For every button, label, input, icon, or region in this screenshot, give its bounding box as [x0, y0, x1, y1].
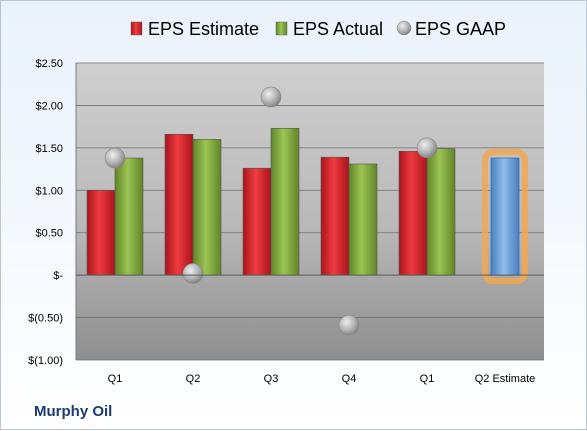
legend-swatch	[130, 21, 143, 36]
plot-background	[76, 63, 544, 360]
eps-estimate-bar	[242, 167, 272, 276]
eps-estimate-bar	[320, 156, 350, 276]
y-tick-label: $(0.50)	[28, 313, 63, 325]
estimate-highlight-glow	[482, 149, 528, 285]
eps-actual-bar	[270, 128, 300, 276]
eps-estimate-bar	[86, 189, 116, 276]
next-quarter-estimate-bar	[490, 157, 520, 276]
eps-gaap-point	[104, 147, 126, 169]
eps-actual-bar	[348, 163, 378, 276]
y-tick-label: $1.50	[35, 143, 63, 155]
plot-area: $2.50 $2.00 $1.50 $1.00 $0.50 $- $(0.50) $(1.00…	[28, 58, 544, 385]
eps-estimate-bar	[164, 133, 194, 276]
y-tick-label: $-	[53, 270, 63, 282]
legend-label: EPS Actual	[293, 19, 383, 39]
eps-actual-bar	[114, 157, 144, 276]
x-tick-label: Q1	[420, 373, 435, 385]
y-tick-label: $(1.00)	[28, 355, 63, 367]
y-tick-label: $0.50	[35, 228, 63, 240]
legend-swatch	[275, 21, 288, 36]
eps-estimate-bar	[398, 150, 428, 276]
y-tick-label: $2.50	[35, 58, 63, 70]
legend-label: EPS GAAP	[415, 19, 506, 39]
x-tick-label: Q4	[342, 373, 357, 385]
x-tick-label: Q2	[186, 373, 201, 385]
y-tick-label: $1.00	[35, 185, 63, 197]
legend: EPS Estimate EPS Actual EPS GAAP	[130, 19, 506, 39]
company-name: Murphy Oil	[34, 403, 113, 420]
eps-gaap-point	[182, 263, 204, 284]
legend-label: EPS Estimate	[148, 19, 259, 39]
x-tick-label: Q3	[264, 373, 279, 385]
x-tick-label: Q1	[108, 373, 123, 385]
eps-actual-bar	[192, 139, 222, 276]
y-tick-label: $2.00	[35, 100, 63, 112]
x-tick-label: Q2 Estimate	[475, 373, 536, 385]
legend-swatch	[396, 20, 412, 36]
eps-gaap-point	[416, 137, 438, 159]
eps-gaap-point	[260, 86, 282, 108]
eps-actual-bar	[426, 148, 456, 276]
eps-gaap-point	[338, 314, 360, 336]
